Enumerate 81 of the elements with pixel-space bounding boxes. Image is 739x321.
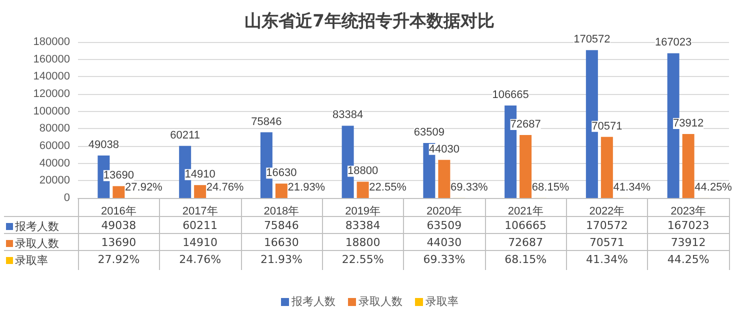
- data-label: 14910: [182, 236, 219, 249]
- data-label: 63509: [426, 219, 463, 232]
- y-tick-label: 120000: [33, 88, 70, 100]
- data-label: 70571: [588, 236, 626, 249]
- bar: [438, 160, 450, 198]
- text: 44030: [428, 143, 460, 156]
- text: 106665: [492, 89, 529, 102]
- y-tick-label: 0: [64, 192, 70, 204]
- y-tick-label: 20000: [39, 174, 70, 187]
- data-label: 75846: [262, 219, 300, 232]
- data-label: 44.25%: [666, 253, 710, 266]
- data-label: 170572: [584, 219, 629, 232]
- text: 75846: [251, 116, 282, 128]
- text: 22.55%: [369, 181, 406, 194]
- text: 167023: [654, 36, 692, 49]
- text: 72687: [510, 118, 541, 131]
- data-label: 22.55%: [340, 253, 385, 266]
- x-tick-label: 2019年: [345, 206, 381, 218]
- text: 73912: [673, 117, 704, 130]
- text: 60211: [170, 129, 200, 142]
- text: 68.15%: [532, 181, 570, 194]
- text: 21.93%: [288, 181, 326, 194]
- legend-label: 报考人数: [15, 219, 59, 234]
- text: 170572: [574, 34, 610, 46]
- y-tick-label: 140000: [33, 70, 70, 83]
- bar: [275, 184, 288, 198]
- text: 27.92%: [125, 181, 162, 194]
- y-tick-label: 100000: [33, 105, 70, 118]
- bar: [600, 136, 613, 198]
- data-label: 167023: [666, 219, 710, 232]
- data-label: 83384: [344, 219, 382, 232]
- data-label: 60211: [182, 219, 219, 232]
- bar: [520, 135, 532, 198]
- bar: [112, 186, 125, 198]
- data-label: 106665: [504, 219, 548, 232]
- data-label: 21.93%: [259, 253, 304, 266]
- text: 70571: [592, 120, 622, 132]
- text: 录取人数: [358, 295, 402, 308]
- data-label: 18800: [344, 236, 382, 249]
- text: 69.33%: [450, 181, 488, 194]
- text: 24.76%: [206, 181, 244, 194]
- data-label: 27.92%: [96, 253, 141, 266]
- chart-title: 山东省近7年统招专升本数据对比: [244, 12, 494, 32]
- bar: [356, 182, 369, 198]
- data-label: 69.33%: [422, 253, 466, 266]
- data-label: 13690: [100, 236, 138, 249]
- x-tick-label: 2016年: [100, 206, 136, 218]
- data-label: 16630: [262, 236, 300, 249]
- y-tick-label: 40000: [39, 157, 70, 170]
- legend-label: 录取人数: [15, 236, 59, 251]
- data-label: 44030: [426, 236, 463, 249]
- data-label: 73912: [670, 236, 707, 249]
- y-tick-label: 60000: [39, 140, 70, 152]
- legend-label: 录取率: [426, 294, 458, 309]
- text: 44.25%: [694, 181, 732, 194]
- text: 14910: [184, 168, 216, 181]
- text: 41.34%: [613, 181, 651, 194]
- x-tick-label: 2020年: [426, 206, 462, 218]
- data-label: 49038: [100, 219, 138, 232]
- text: 16630: [266, 167, 297, 180]
- text: 83384: [332, 109, 364, 122]
- data-label: 24.76%: [178, 253, 222, 266]
- data-label: 41.34%: [584, 253, 629, 266]
- y-tick-label: 180000: [33, 36, 70, 48]
- text: 63509: [414, 126, 444, 138]
- y-tick-label: 80000: [39, 122, 70, 135]
- text: 报考人数: [292, 295, 336, 308]
- x-tick-label: 2017年: [182, 206, 218, 218]
- text: 13690: [103, 170, 134, 182]
- x-tick-label: 2023年: [670, 206, 706, 218]
- bar: [682, 134, 694, 198]
- x-tick-label: 2018年: [264, 206, 300, 218]
- x-tick-label: 2022年: [589, 206, 625, 218]
- text: 18800: [348, 165, 378, 178]
- text: 49038: [88, 139, 119, 151]
- text: 录取率: [15, 254, 48, 267]
- x-tick-label: 2021年: [508, 206, 544, 218]
- data-label: 68.15%: [504, 253, 548, 266]
- y-tick-label: 160000: [33, 53, 70, 66]
- bar: [194, 185, 206, 198]
- data-label: 72687: [507, 236, 544, 249]
